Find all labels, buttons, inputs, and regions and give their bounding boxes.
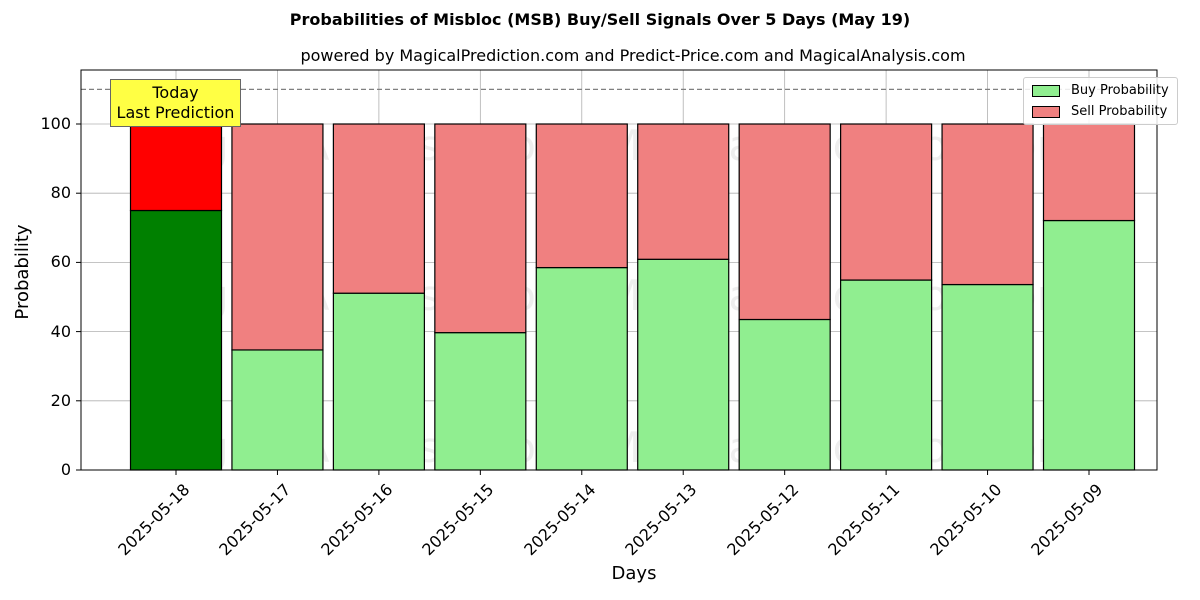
bar-sell (231, 123, 324, 351)
legend-label-sell: Sell Probability (1071, 104, 1168, 119)
bar-buy (231, 349, 324, 471)
y-tick-label: 100 (40, 114, 71, 133)
buy-swatch (1032, 84, 1060, 97)
y-tick-label: 40 (50, 321, 71, 341)
y-tick-label: 80 (50, 183, 71, 203)
legend-item-sell: Sell Probability (1032, 104, 1167, 119)
legend-label-buy: Buy Probability (1071, 83, 1169, 98)
y-tick-label: 60 (50, 252, 71, 272)
bar-sell (129, 123, 223, 212)
bar-buy (332, 292, 425, 471)
annotation-line2: Last Prediction (116, 103, 235, 122)
bar-buy (941, 283, 1034, 471)
chart-subtitle: powered by MagicalPrediction.com and Pre… (300, 46, 966, 65)
y-axis-label: Probability (12, 224, 33, 320)
y-tick-label: 20 (50, 390, 71, 410)
bar-buy (738, 318, 831, 471)
bar-sell (535, 123, 628, 269)
bar-sell (738, 123, 831, 321)
bar-buy (535, 266, 628, 471)
bar-sell (434, 123, 527, 334)
legend: Buy Probability Sell Probability (1023, 77, 1178, 125)
annotation-line1: Today (152, 83, 199, 102)
x-axis-label: Days (611, 563, 657, 584)
bar-buy (840, 279, 933, 471)
bar-sell (941, 123, 1034, 286)
sell-swatch (1032, 105, 1060, 118)
legend-item-buy: Buy Probability (1032, 83, 1169, 98)
plot-frame (80, 69, 1158, 471)
bar-buy (1042, 219, 1136, 471)
bar-buy (129, 209, 223, 471)
chart-title: Probabilities of Misbloc (MSB) Buy/Sell … (289, 10, 911, 29)
bar-buy (637, 258, 730, 471)
y-tick-label: 0 (60, 460, 71, 479)
today-annotation: Today Last Prediction (110, 79, 241, 127)
bar-sell (840, 123, 933, 281)
bar-sell (1042, 123, 1136, 222)
bar-buy (434, 332, 527, 471)
bar-sell (332, 123, 425, 294)
bar-sell (637, 123, 730, 260)
